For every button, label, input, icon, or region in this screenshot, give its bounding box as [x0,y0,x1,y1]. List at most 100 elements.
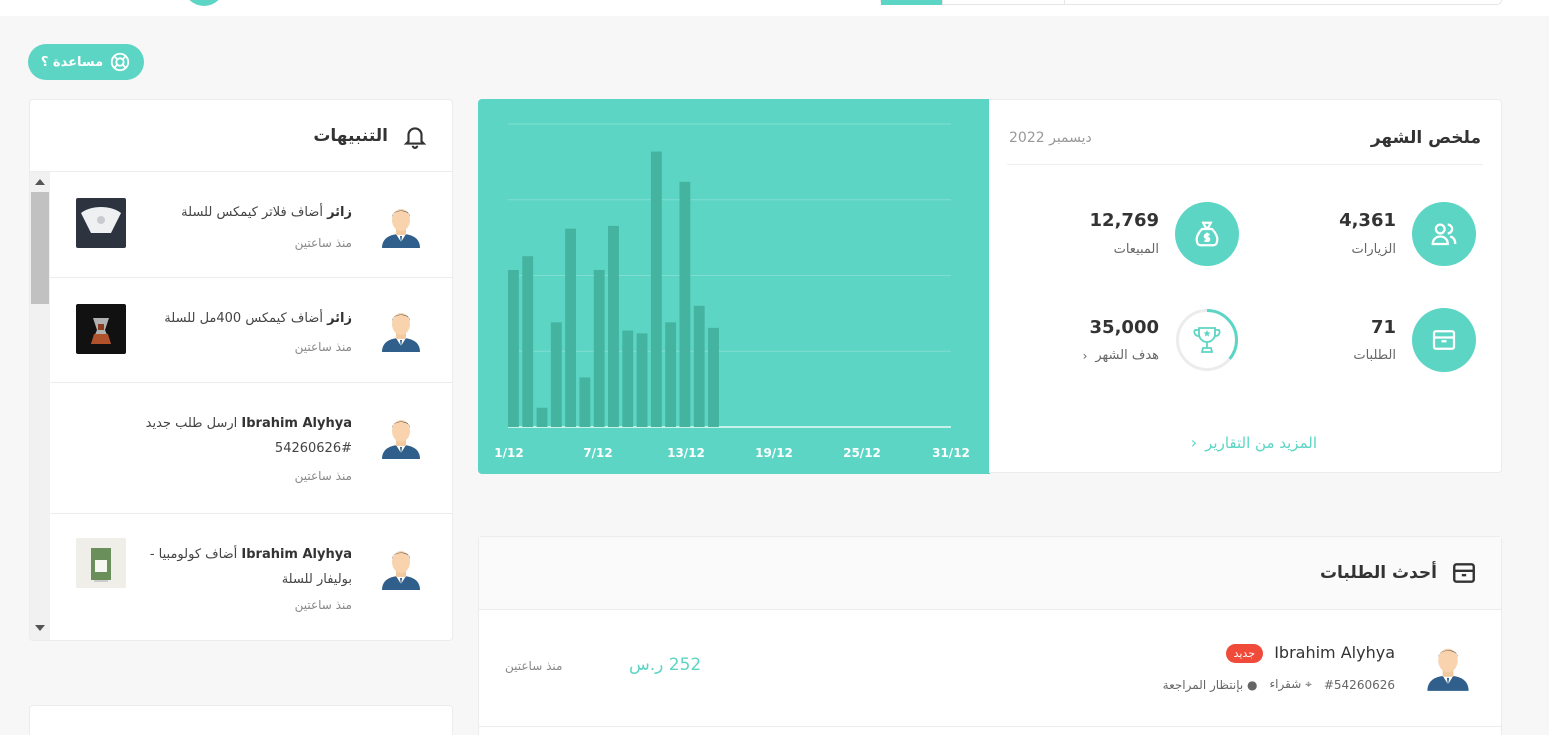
sales-value: 12,769 [1089,210,1159,231]
chart-bar[interactable] [622,330,634,427]
new-badge: جديد [1225,644,1263,663]
orders-icon [1412,308,1476,372]
alert-item[interactable]: زائر أضاف كيمكس 400مل للسلة منذ ساعتين [50,278,452,383]
goal-progress-arc [1176,309,1238,371]
goal-value: 35,000 [1089,317,1159,338]
user-avatar-icon [1427,648,1469,691]
order-row[interactable]: Ibrahim Alyhya جديد #54260626 ⌖ شقراء ● … [479,611,1501,727]
chart-bar[interactable] [565,228,577,427]
alert-time: منذ ساعتين [294,340,352,354]
help-button[interactable]: مساعدة ؟ [28,44,144,80]
tab-divider [942,0,943,5]
orders-label: الطلبات [1353,348,1396,363]
chart-bar[interactable] [679,181,691,427]
alert-item[interactable]: Ibrahim Alyhya ارسل طلب جديد #54260626 م… [50,383,452,514]
order-time: منذ ساعتين [505,659,563,673]
alert-text: Ibrahim Alyhya أضاف كولومبيا - بوليفار ل… [149,547,352,587]
chevron-left-icon: ‹ [1082,348,1088,363]
user-avatar-icon [382,420,420,459]
chart-bar[interactable] [550,322,562,427]
orders-header: أحدث الطلبات [479,537,1501,610]
trophy-icon [1193,327,1221,353]
orders-value: 71 [1370,317,1396,338]
x-tick-label: 13/12 [667,446,705,460]
secondary-card [29,705,453,735]
summary-date: ديسمبر 2022 [1009,130,1092,146]
money-bag-icon [1195,221,1219,247]
order-status: ● بإنتظار المراجعة [1162,677,1258,692]
bell-icon [403,126,427,149]
user-avatar-icon [382,209,420,248]
customer-name: Ibrahim Alyhya [1274,643,1395,662]
sales-label: المبيعات [1113,242,1159,257]
chart-bar[interactable] [593,269,605,427]
x-tick-label: 19/12 [755,446,793,460]
alerts-scrollbar[interactable] [30,172,50,640]
alerts-card: التنبيهات زائر أضاف فلاتر كيمكس للسلة من… [29,99,453,641]
chart-bar[interactable] [708,327,719,427]
product-thumbnail [76,538,126,588]
order-amount: 252 ر.س [629,655,702,675]
alert-time: منذ ساعتين [294,598,352,612]
order-city: ⌖ شقراء [1269,677,1312,691]
alert-time: منذ ساعتين [294,236,352,250]
alerts-title: التنبيهات [313,125,388,146]
chart-bar[interactable] [522,256,534,427]
scroll-down-arrow-icon[interactable] [35,625,45,631]
monthly-summary-card: ملخص الشهر ديسمبر 2022 4,361 الزيارات 12… [989,99,1502,473]
x-tick-label: 31/12 [932,446,970,460]
product-thumbnail [76,198,126,248]
alert-text: زائر أضاف كيمكس 400مل للسلة [164,311,352,326]
alert-text: Ibrahim Alyhya ارسل طلب جديد #54260626 [145,416,352,456]
chart-bar[interactable] [508,269,519,427]
sales-chart: 1/12 7/12 13/12 19/12 25/12 31/12 [478,99,990,474]
chart-bar[interactable] [665,322,677,427]
order-number: #54260626 [1323,677,1395,692]
lifebuoy-icon [110,52,130,72]
alert-item[interactable]: زائر أضاف فلاتر كيمكس للسلة منذ ساعتين [50,172,452,278]
top-tabs [880,0,1502,5]
latest-orders-card: أحدث الطلبات Ibrahim Alyhya جديد #542606… [478,536,1502,735]
chevron-left-icon: ‹ [1190,433,1198,452]
sales-icon [1175,202,1239,266]
top-bar [0,0,1549,16]
alerts-header: التنبيهات [30,100,452,172]
x-tick-label: 25/12 [843,446,881,460]
goal-link[interactable]: هدف الشهر ‹ [1083,348,1159,363]
box-icon [1432,330,1456,350]
product-thumbnail [76,304,126,354]
box-icon [1453,563,1475,583]
summary-title: ملخص الشهر [1370,128,1481,148]
help-label: مساعدة ؟ [40,54,104,70]
tab-divider [1064,0,1065,5]
alert-time: منذ ساعتين [294,469,352,483]
bar-chart-svg: 1/12 7/12 13/12 19/12 25/12 31/12 [494,123,970,460]
x-tick-label: 1/12 [494,446,523,460]
chart-bar[interactable] [650,151,662,427]
divider [1007,164,1483,165]
visits-value: 4,361 [1339,210,1396,231]
user-avatar-icon [382,551,420,590]
order-meta: #54260626 ⌖ شقراء ● بإنتظار المراجعة [1163,677,1395,692]
scroll-up-arrow-icon[interactable] [35,179,45,185]
chart-bar[interactable] [693,305,705,427]
x-tick-label: 7/12 [583,446,612,460]
orders-title: أحدث الطلبات [1319,563,1437,583]
alert-item[interactable]: Ibrahim Alyhya أضاف كولومبيا - بوليفار ل… [50,514,452,640]
visits-label: الزيارات [1351,242,1396,257]
goal-label: هدف الشهر [1095,348,1159,363]
visits-icon [1412,202,1476,266]
alert-text: زائر أضاف فلاتر كيمكس للسلة [181,205,352,220]
chart-bar[interactable] [636,333,648,427]
more-reports-label: المزيد من التقارير [1205,433,1317,452]
scrollbar-thumb[interactable] [31,192,49,304]
users-icon [1431,223,1457,246]
location-pin-icon: ⌖ [1305,677,1312,691]
chart-bar[interactable] [579,377,591,427]
user-avatar-circle[interactable] [184,0,224,6]
goal-progress-ring [1176,309,1238,371]
tab-active-indicator[interactable] [881,0,942,5]
chart-bar[interactable] [608,225,619,427]
chart-bar[interactable] [536,407,548,427]
more-reports-link[interactable]: المزيد من التقارير ‹ [1191,433,1317,452]
